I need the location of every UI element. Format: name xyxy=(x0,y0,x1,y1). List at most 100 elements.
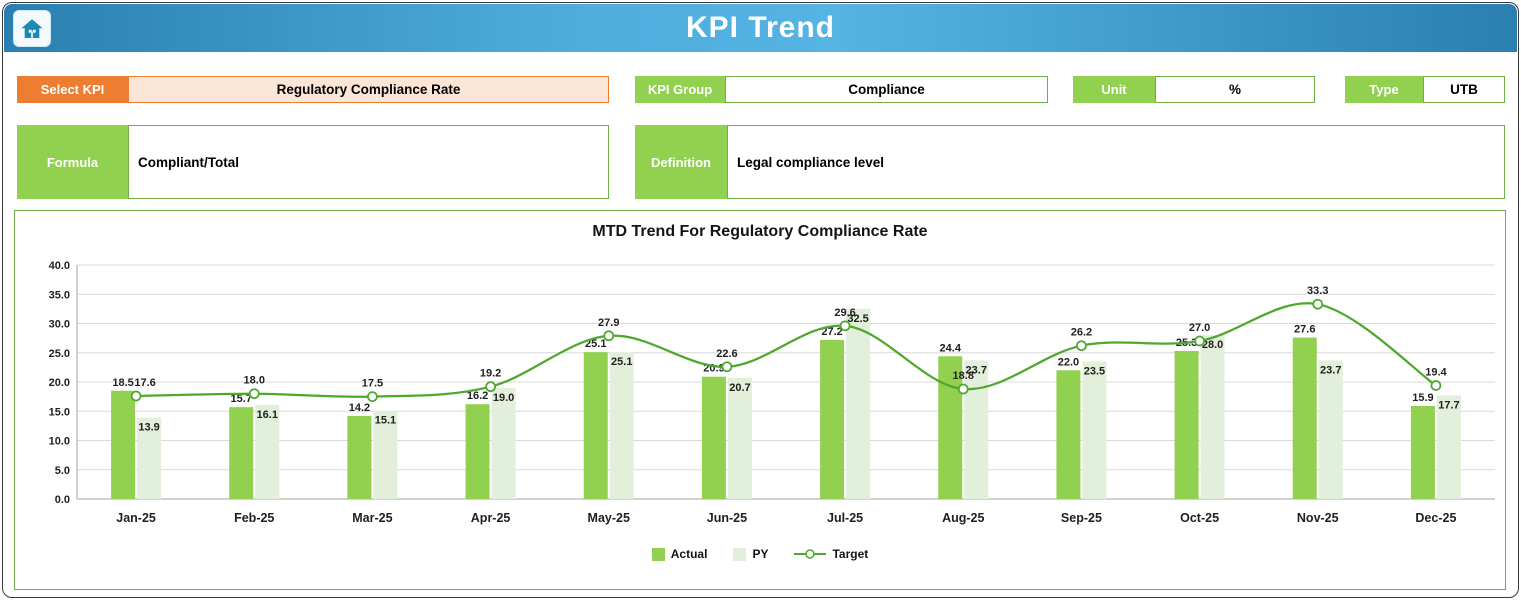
label-target: 29.6 xyxy=(834,307,855,319)
bar-actual[interactable] xyxy=(347,415,372,499)
bar-py[interactable] xyxy=(491,387,516,499)
y-tick-label: 15.0 xyxy=(49,406,70,418)
target-marker[interactable] xyxy=(1076,340,1087,352)
label-target: 27.9 xyxy=(598,317,619,329)
label-target: 33.3 xyxy=(1307,285,1328,297)
label-target: 27.0 xyxy=(1189,322,1210,334)
bar-py[interactable] xyxy=(1318,360,1343,499)
bar-actual[interactable] xyxy=(1292,337,1317,499)
x-tick-label: Mar-25 xyxy=(352,511,392,525)
label-actual: 16.2 xyxy=(467,390,488,402)
select-kpi-dropdown[interactable]: Regulatory Compliance Rate xyxy=(128,76,609,103)
target-marker[interactable] xyxy=(603,330,615,342)
bar-actual[interactable] xyxy=(938,356,963,499)
bar-actual[interactable] xyxy=(583,352,608,499)
select-kpi-label: Select KPI xyxy=(17,76,128,103)
legend-label-target: Target xyxy=(832,547,869,561)
type-value: UTB xyxy=(1423,76,1505,103)
x-tick-label: Oct-25 xyxy=(1180,511,1219,525)
legend-label-py: PY xyxy=(752,547,769,561)
x-tick-label: Jul-25 xyxy=(827,511,863,525)
target-marker[interactable] xyxy=(957,383,969,395)
label-py: 23.7 xyxy=(1320,364,1341,376)
label-py: 15.1 xyxy=(375,415,396,427)
x-tick-label: Nov-25 xyxy=(1297,511,1339,525)
trend-chart: 0.0 5.0 10.0 15.0 20.0 25.0 30.0 35.0 40.0 18.5 13… xyxy=(49,260,1495,525)
bar-py[interactable] xyxy=(727,377,752,499)
legend-swatch-target xyxy=(794,549,827,559)
bar-py[interactable] xyxy=(846,308,871,499)
label-target: 17.5 xyxy=(362,378,383,390)
legend-item-py[interactable]: PY xyxy=(733,547,768,561)
y-tick-label: 0.0 xyxy=(55,494,70,506)
label-target: 19.2 xyxy=(480,368,501,380)
label-py: 20.7 xyxy=(729,382,750,394)
x-tick-label: Jan-25 xyxy=(116,511,156,525)
x-tick-label: Sep-25 xyxy=(1061,511,1102,525)
legend-item-actual[interactable]: Actual xyxy=(651,547,708,561)
target-marker[interactable] xyxy=(367,391,378,402)
kpi-group-label: KPI Group xyxy=(635,76,725,103)
legend-label-actual: Actual xyxy=(670,547,708,561)
label-py: 32.5 xyxy=(847,313,868,325)
label-actual: 24.4 xyxy=(940,342,962,354)
bar-py[interactable] xyxy=(373,410,398,499)
target-marker[interactable] xyxy=(248,388,260,400)
bar-py[interactable] xyxy=(964,360,989,499)
y-tick-label: 40.0 xyxy=(49,260,70,272)
definition-label: Definition xyxy=(635,125,727,199)
target-line xyxy=(136,302,1437,398)
label-actual: 22.0 xyxy=(1058,356,1079,368)
target-marker[interactable] xyxy=(1312,298,1324,310)
label-py: 17.7 xyxy=(1438,399,1459,411)
label-actual: 18.5 xyxy=(112,377,133,389)
label-actual: 27.2 xyxy=(821,326,842,338)
x-tick-label: Apr-25 xyxy=(471,511,511,525)
x-tick-label: Feb-25 xyxy=(234,511,274,525)
label-target: 19.4 xyxy=(1425,367,1447,379)
home-icon xyxy=(19,16,45,42)
bar-actual[interactable] xyxy=(1410,405,1435,499)
bar-actual[interactable] xyxy=(229,407,254,499)
label-actual: 25.1 xyxy=(585,338,606,350)
bar-py[interactable] xyxy=(1082,361,1107,499)
label-target: 22.6 xyxy=(716,348,737,360)
bar-actual[interactable] xyxy=(111,390,136,499)
label-target: 17.6 xyxy=(134,377,155,389)
label-py: 23.7 xyxy=(966,364,987,376)
target-marker[interactable] xyxy=(1194,335,1205,347)
home-button[interactable] xyxy=(13,10,51,47)
header-bar: KPI Trend xyxy=(4,4,1517,52)
x-tick-label: Aug-25 xyxy=(942,511,984,525)
target-marker[interactable] xyxy=(721,361,733,373)
target-marker[interactable] xyxy=(130,390,142,402)
bar-py[interactable] xyxy=(1436,395,1461,499)
chart-title: MTD Trend For Regulatory Compliance Rate xyxy=(592,223,928,240)
formula-value: Compliant/Total xyxy=(128,125,609,199)
y-tick-label: 5.0 xyxy=(55,465,70,477)
label-py: 23.5 xyxy=(1084,366,1105,378)
bar-py[interactable] xyxy=(137,417,162,499)
legend-item-target[interactable]: Target xyxy=(794,547,868,561)
bar-actual[interactable] xyxy=(1174,350,1199,499)
bar-actual[interactable] xyxy=(1056,370,1081,499)
bar-actual[interactable] xyxy=(701,376,726,499)
bar-actual[interactable] xyxy=(820,339,845,499)
label-py: 19.0 xyxy=(493,392,514,404)
chart-panel: MTD Trend For Regulatory Compliance Rate… xyxy=(14,210,1506,590)
label-actual: 27.6 xyxy=(1294,324,1315,336)
definition-value: Legal compliance level xyxy=(727,125,1505,199)
bar-py[interactable] xyxy=(609,352,634,499)
page-title: KPI Trend xyxy=(685,11,836,44)
bar-actual[interactable] xyxy=(465,404,490,499)
target-marker[interactable] xyxy=(839,320,851,332)
y-tick-label: 25.0 xyxy=(49,348,70,360)
label-actual: 14.2 xyxy=(349,402,370,414)
bar-py[interactable] xyxy=(1200,335,1225,499)
label-target: 18.0 xyxy=(244,375,265,387)
target-marker[interactable] xyxy=(485,381,496,393)
target-marker[interactable] xyxy=(1430,380,1442,391)
label-py: 13.9 xyxy=(138,422,159,434)
label-actual: 15.7 xyxy=(231,393,252,405)
bar-py[interactable] xyxy=(255,404,280,499)
